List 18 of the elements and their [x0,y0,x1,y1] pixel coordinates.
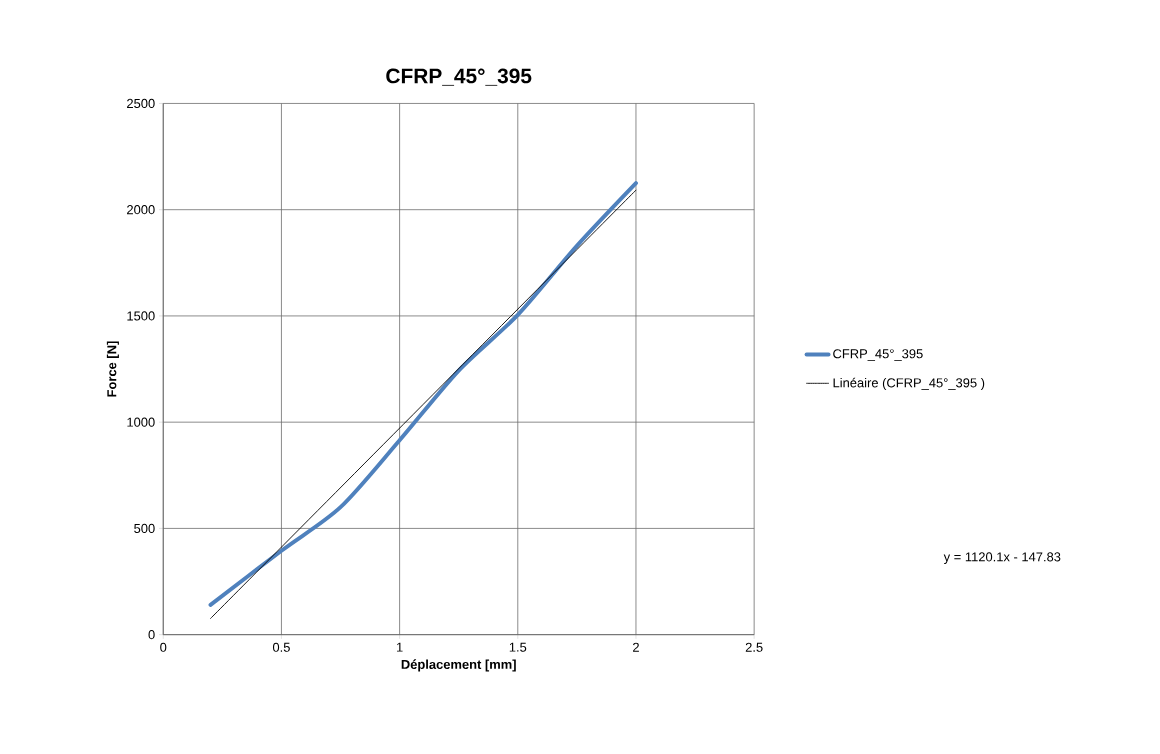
x-tick-label: 0 [160,642,167,652]
y-tick-label: 1000 [127,417,155,427]
y-axis-title: Force [N] [106,341,119,397]
text: y = 1120.1x - 147.83 [943,552,1061,565]
y-tick-label: 2000 [127,205,155,215]
legend-label: CFRP_45°_395 [833,349,923,361]
chart-title: CFRP_45°_395 [386,68,532,86]
y-tick-label: 2500 [127,98,155,109]
y-tick-label: 1500 [127,311,155,321]
x-axis-title: Déplacement [mm] [401,659,516,672]
y-tick-label: 500 [134,523,155,533]
y-tick-label: 0 [148,630,155,640]
x-tick-label: 2 [633,642,639,652]
legend-label: Linéaire (CFRP_45°_395 ) [833,377,985,390]
x-tick-label: 1 [397,642,403,652]
x-tick-label: 0.5 [272,642,290,652]
x-tick-label: 2.5 [745,642,763,652]
x-tick-label: 1.5 [509,642,527,652]
